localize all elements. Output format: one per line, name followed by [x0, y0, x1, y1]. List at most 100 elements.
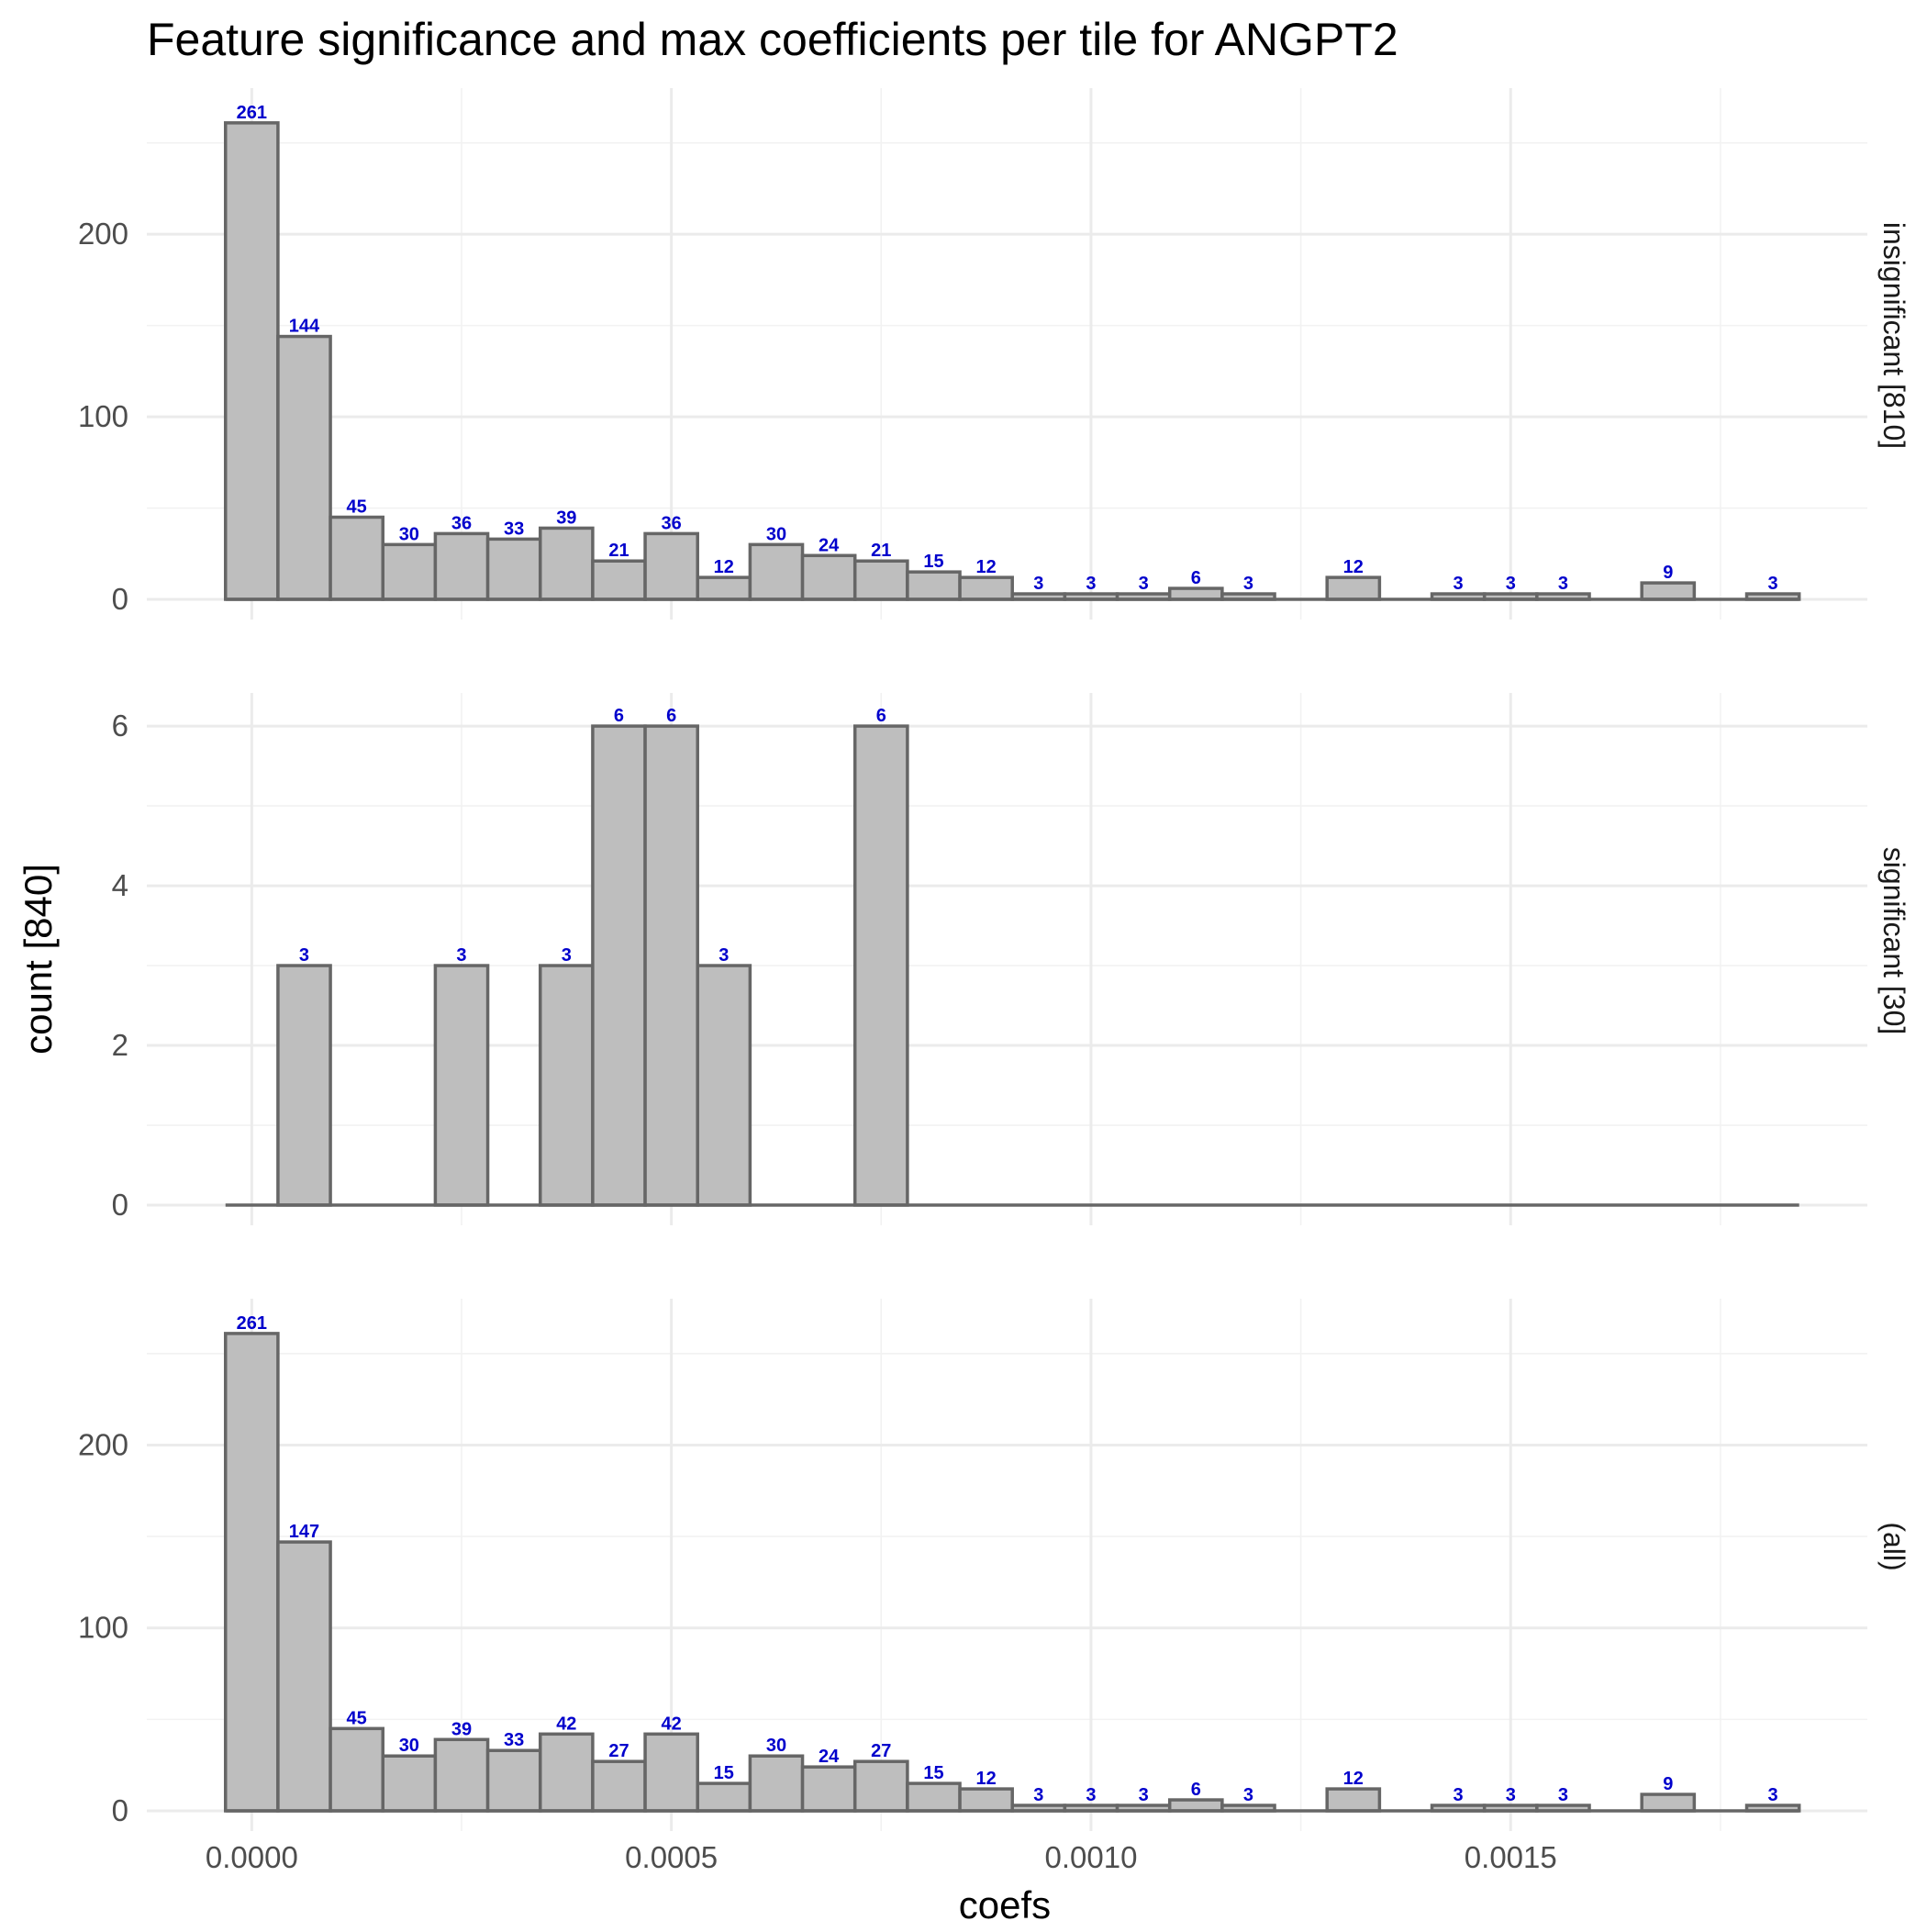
bar-count-label: 12	[1343, 557, 1364, 577]
histogram-bar	[1167, 586, 1224, 601]
bar-count-label: 12	[1343, 1769, 1364, 1789]
histogram-bar	[538, 526, 595, 601]
bar-count-label: 3	[1506, 574, 1516, 594]
bar-count-label: 33	[504, 519, 524, 539]
histogram-bar	[696, 575, 752, 601]
histogram-bar	[485, 1748, 542, 1813]
bar-count-label: 6	[666, 706, 676, 726]
histogram-bar	[696, 964, 752, 1207]
bar-count-label: 6	[614, 706, 624, 726]
bar-count-label: 9	[1663, 1774, 1673, 1794]
bar-count-label: 3	[456, 945, 466, 966]
y-tick-label: 6	[112, 709, 128, 743]
histogram-bar	[591, 1759, 647, 1813]
facet-strip-label: significant [30]	[1877, 847, 1910, 1035]
bar-count-label: 3	[1033, 574, 1043, 594]
bar-count-label: 6	[876, 706, 886, 726]
bar-count-label: 24	[819, 1747, 840, 1767]
histogram-bar	[381, 542, 438, 601]
histogram-bar	[329, 1726, 384, 1813]
bar-count-label: 12	[976, 1769, 997, 1789]
histogram-bar	[643, 724, 699, 1207]
histogram-bar	[748, 542, 805, 601]
histogram-bar	[958, 1787, 1014, 1813]
histogram-bar	[485, 537, 542, 601]
y-tick-label: 4	[112, 868, 128, 902]
histogram-bar	[433, 964, 490, 1207]
bar-count-label: 30	[399, 524, 419, 544]
histogram-bar	[223, 121, 280, 601]
y-tick-label: 0	[112, 582, 128, 616]
bar-count-label: 3	[299, 945, 309, 966]
histogram-bar	[381, 1754, 438, 1813]
bar-count-label: 39	[451, 1719, 472, 1739]
bar-count-label: 3	[1033, 1785, 1043, 1805]
bar-count-label: 6	[1191, 1780, 1201, 1800]
bar-count-label: 42	[662, 1714, 682, 1734]
histogram-bar	[643, 531, 699, 601]
bar-count-label: 30	[766, 524, 786, 544]
histogram-bar	[538, 1732, 595, 1813]
y-tick-label: 100	[78, 399, 128, 433]
bar-count-label: 3	[1506, 1785, 1516, 1805]
bar-count-label: 144	[289, 317, 320, 337]
bar-count-label: 3	[1768, 574, 1778, 594]
histogram-bar	[643, 1732, 699, 1813]
bar-count-label: 261	[237, 103, 267, 123]
bar-count-label: 3	[1139, 1785, 1149, 1805]
y-tick-label: 100	[78, 1611, 128, 1645]
facet-panel-1: 0 2 4 6 3 3 3 6 6 3 6 significant [30]	[112, 693, 1910, 1225]
bar-count-label: 36	[451, 513, 472, 533]
y-tick-label: 0	[112, 1188, 128, 1222]
histogram-bar	[852, 1759, 909, 1813]
histogram-bar	[800, 1765, 857, 1813]
bar-count-label: 12	[976, 557, 997, 577]
bar-count-label: 33	[504, 1730, 524, 1750]
x-tick-label: 0.0000	[206, 1840, 298, 1874]
bar-count-label: 3	[1243, 574, 1253, 594]
histogram-bar	[433, 531, 490, 601]
bar-count-label: 45	[347, 497, 367, 517]
histogram-bar	[696, 1781, 752, 1813]
x-tick-label: 0.0005	[625, 1840, 718, 1874]
histogram-bar	[329, 515, 384, 601]
x-axis-title: coefs	[959, 1883, 1051, 1926]
y-tick-label: 0	[112, 1793, 128, 1827]
histogram-bar	[223, 1332, 280, 1813]
bar-count-label: 42	[556, 1714, 576, 1734]
histogram-bar	[433, 1737, 490, 1813]
histogram-bar	[591, 724, 647, 1207]
histogram-bar	[1167, 1798, 1224, 1813]
y-axis-title: count [840]	[17, 864, 60, 1055]
bar-count-label: 24	[819, 535, 840, 555]
histogram-bar	[1640, 1792, 1697, 1813]
bar-count-label: 261	[237, 1313, 267, 1334]
bar-count-label: 30	[766, 1736, 786, 1756]
facet-strip-label: (all)	[1877, 1522, 1910, 1570]
bar-count-label: 3	[1454, 574, 1464, 594]
bar-count-label: 3	[718, 945, 729, 966]
bar-count-label: 27	[608, 1741, 629, 1761]
histogram-bar	[852, 559, 909, 601]
bar-count-label: 3	[1139, 574, 1149, 594]
histogram-bar	[538, 964, 595, 1207]
histogram-bar	[276, 1540, 332, 1813]
bar-count-label: 3	[1768, 1785, 1778, 1805]
bar-count-label: 21	[608, 541, 629, 561]
bar-count-label: 36	[662, 513, 682, 533]
x-axis-ticks: 0.0000 0.0005 0.0010 0.0015	[206, 1840, 1557, 1874]
bar-count-label: 30	[399, 1736, 419, 1756]
histogram-bar	[906, 1781, 962, 1813]
bar-count-label: 9	[1663, 563, 1673, 583]
histogram-bar	[800, 553, 857, 601]
bar-count-label: 147	[289, 1522, 319, 1542]
x-tick-label: 0.0015	[1465, 1840, 1557, 1874]
bar-count-label: 45	[347, 1708, 367, 1728]
y-tick-label: 200	[78, 1427, 128, 1461]
bar-count-label: 3	[1243, 1785, 1253, 1805]
y-tick-label: 2	[112, 1028, 128, 1062]
